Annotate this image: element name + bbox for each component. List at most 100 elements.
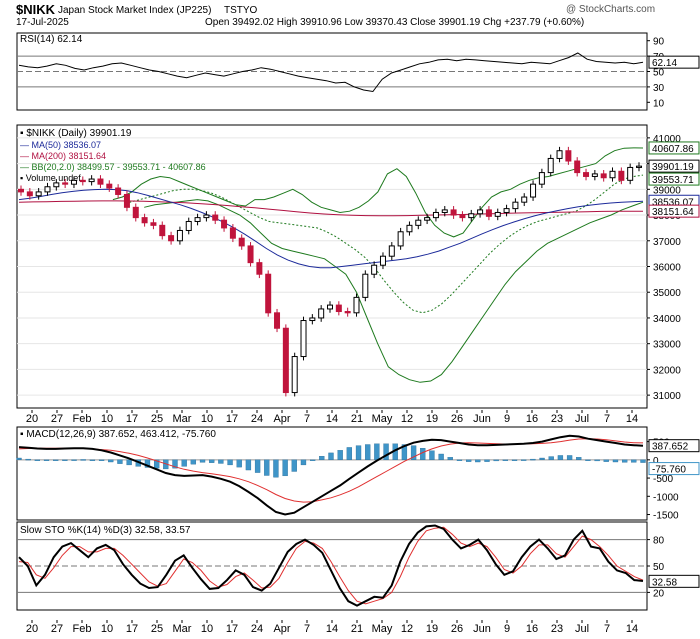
candle-body — [238, 237, 245, 247]
macd-histogram-bar — [346, 447, 353, 460]
candle-body — [247, 245, 254, 264]
macd-ytick-label: -1500 — [653, 511, 679, 522]
macd-histogram-bar — [410, 445, 417, 460]
x-axis-label-top: 20 — [26, 413, 38, 425]
macd-histogram-bar — [16, 457, 22, 460]
rsi-ytick-label: 50 — [653, 68, 665, 79]
ma200-line — [18, 200, 643, 217]
macd-histogram-bar — [337, 450, 343, 460]
macd-ytick-label: 0 — [653, 456, 659, 467]
ohlc-summary: Open 39492.02 High 39910.96 Low 39370.43… — [205, 17, 584, 28]
macd-histogram-bar — [199, 459, 206, 463]
x-axis-label-top: 16 — [526, 413, 538, 425]
candle-body — [362, 273, 369, 298]
macd-histogram-bar — [557, 455, 564, 460]
price-tag-box — [648, 204, 700, 218]
candle-body — [282, 327, 289, 394]
macd-histogram-bar — [521, 459, 527, 461]
x-axis-label-top: Jul — [575, 413, 589, 425]
candle-body — [79, 179, 86, 183]
x-axis-label-bottom: 10 — [201, 623, 213, 635]
x-axis-label-top: Apr — [273, 413, 290, 425]
candle-body — [229, 227, 236, 239]
candle-body — [441, 209, 448, 213]
x-axis-label-bottom: 19 — [426, 623, 438, 635]
candle-body — [565, 150, 572, 162]
price-ytick-label: 34000 — [653, 314, 681, 325]
x-axis-label-top: 12 — [401, 413, 413, 425]
price-tag-box — [648, 141, 700, 155]
candle-body — [424, 217, 431, 221]
candle-body — [547, 157, 554, 174]
x-axis-label-bottom: Apr — [273, 623, 290, 635]
price-ytick-label: 36000 — [653, 263, 681, 274]
macd-histogram-bar — [420, 448, 426, 460]
legend-bb: — BB(20,2.0) 38499.57 - 39553.71 - 40607… — [20, 162, 206, 172]
x-axis-label-bottom: 17 — [126, 623, 138, 635]
rsi-tag: 62.14 — [652, 58, 677, 69]
macd-histogram-bar — [493, 459, 499, 462]
watermark: @ StockCharts.com — [566, 4, 655, 15]
macd-histogram-bar — [273, 459, 279, 478]
price-tag: 39553.71 — [652, 175, 694, 186]
x-axis-label-bottom: 14 — [626, 623, 638, 635]
price-title: ▪ $NIKK (Daily) 39901.19 — [20, 128, 132, 139]
macd-histogram-bar — [309, 459, 316, 461]
candle-body — [371, 264, 378, 275]
price-ytick-label: 35000 — [653, 288, 681, 299]
macd-histogram-bar — [108, 459, 114, 463]
macd-histogram-bar — [89, 459, 96, 461]
x-axis-label-top: 25 — [151, 413, 163, 425]
price-ytick-label: 33000 — [653, 340, 681, 351]
x-axis-label-top: Mar — [173, 413, 192, 425]
candle-body — [485, 209, 492, 217]
macd-histogram-bar — [585, 459, 591, 461]
macd-histogram-bar — [640, 459, 646, 463]
candle-body — [636, 165, 642, 168]
sto-tag-box — [648, 574, 700, 588]
macd-histogram-bar — [172, 459, 178, 469]
candle-body — [335, 304, 342, 313]
macd-histogram-bar — [282, 459, 288, 477]
rsi-line — [18, 52, 644, 93]
rsi-tag-box — [648, 55, 700, 69]
candle-body — [106, 183, 113, 189]
macd-histogram-bar — [153, 459, 160, 469]
x-axis-label-top: 21 — [351, 413, 363, 425]
x-axis-label-bottom: 7 — [604, 623, 610, 635]
index-name: Japan Stock Market Index (JP225) — [58, 5, 211, 16]
candle-body — [327, 304, 333, 310]
x-axis-label-top: 10 — [101, 413, 113, 425]
candle-body — [318, 308, 325, 319]
macd-histogram-bar — [502, 459, 509, 461]
candle-body — [468, 213, 475, 219]
candle-body — [538, 172, 545, 185]
sto-title: Slow STO %K(14) %D(3) 32.58, 33.57 — [20, 525, 191, 536]
macd-histogram-bar — [594, 459, 600, 462]
candle-body — [591, 173, 598, 177]
macd-histogram-bar — [576, 457, 582, 460]
x-axis-label-bottom: 23 — [551, 623, 563, 635]
macd-ytick-label: -500 — [653, 474, 673, 485]
candle-body — [556, 150, 563, 159]
x-axis-label-bottom: 26 — [451, 623, 463, 635]
legend-ma50: — MA(50) 38536.07 — [20, 140, 101, 150]
candle-body — [494, 211, 501, 217]
macd-tag-box — [648, 439, 700, 453]
macd-histogram-bar — [447, 457, 453, 460]
macd-histogram-bar — [34, 459, 41, 461]
x-axis-label-top: 24 — [251, 413, 263, 425]
macd-histogram-bar — [621, 459, 628, 463]
x-axis-label-bottom: 27 — [51, 623, 63, 635]
x-axis-label-bottom: Feb — [73, 623, 92, 635]
x-axis-label-top: Jun — [473, 413, 491, 425]
candle-body — [159, 224, 166, 237]
candle-body — [194, 217, 201, 222]
x-axis-label-top: 7 — [604, 413, 610, 425]
x-axis-label-top: 26 — [451, 413, 463, 425]
price-ytick-label: 32000 — [653, 365, 681, 376]
x-axis-label-top: 27 — [51, 413, 63, 425]
macd-histogram-bar — [484, 459, 490, 462]
